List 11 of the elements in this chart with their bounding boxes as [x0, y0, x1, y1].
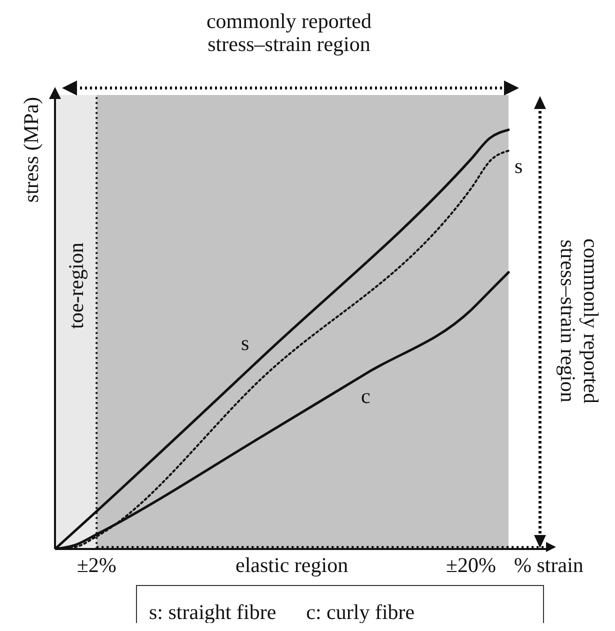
- series-label: c: [361, 384, 370, 408]
- text: commonly reported stress–strain region: [556, 237, 603, 406]
- band-label: toe-region: [64, 242, 88, 329]
- series-label: s: [241, 331, 250, 356]
- text: elastic region: [236, 553, 349, 577]
- x-tick-label: ±2%: [76, 552, 116, 577]
- x-axis-title: % strain: [514, 553, 584, 577]
- x-tick-label: ±20%: [446, 552, 496, 577]
- y-axis-title: stress (MPa): [19, 96, 43, 203]
- legend-label: s: [514, 154, 523, 178]
- text: commonly reported stress–strain region: [205, 9, 373, 56]
